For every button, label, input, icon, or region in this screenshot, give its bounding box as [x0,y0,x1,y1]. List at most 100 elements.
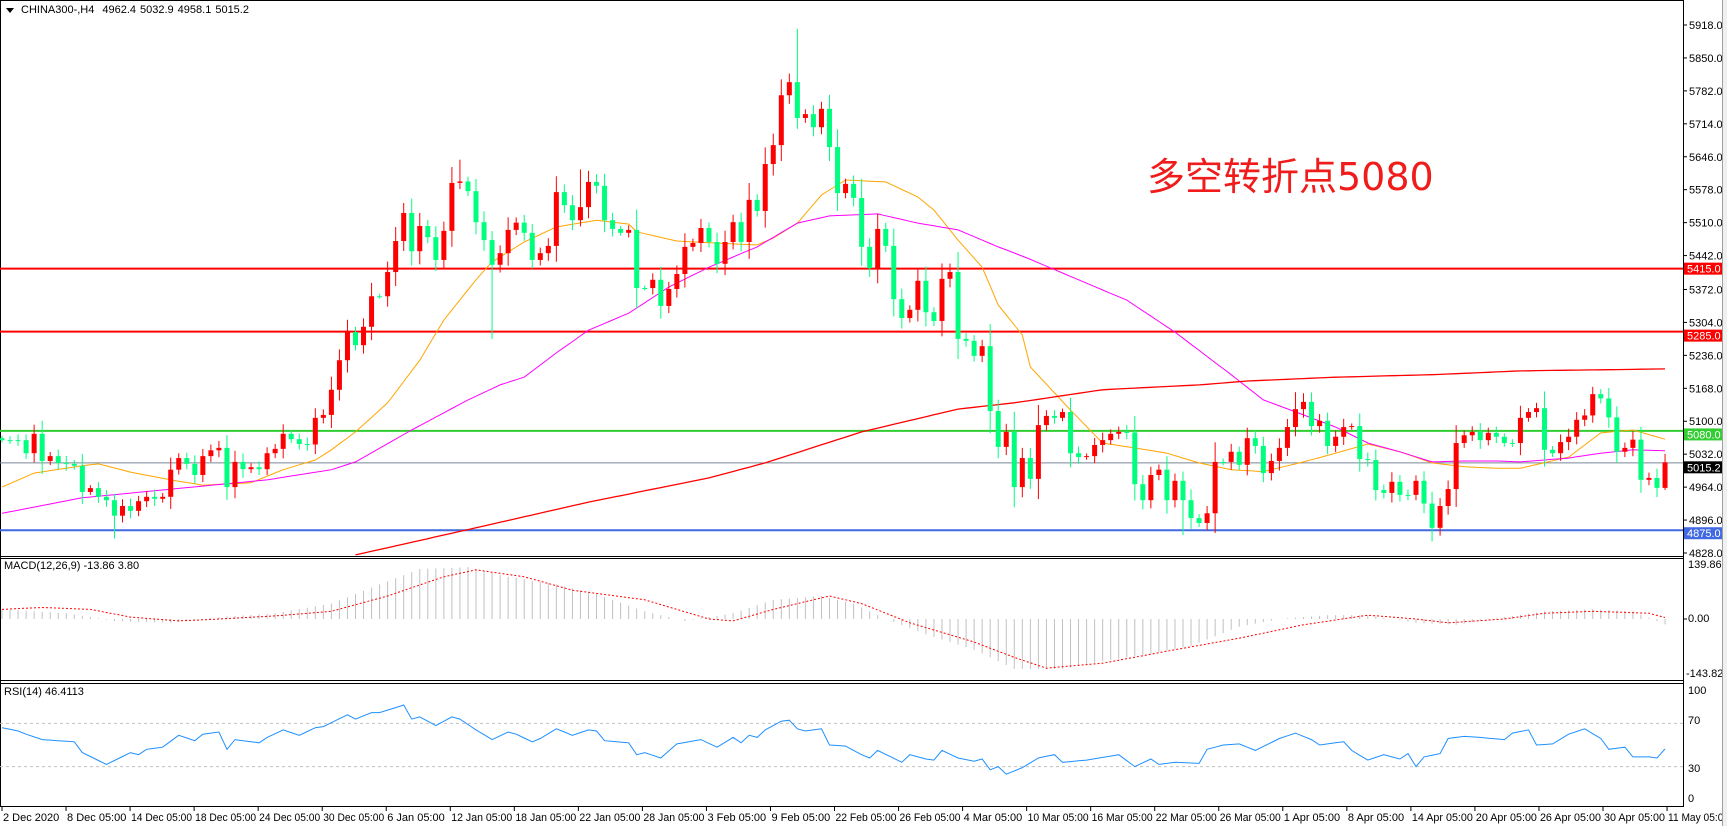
candle-body[interactable] [915,280,921,310]
candle-body[interactable] [698,227,704,243]
candle-body[interactable] [465,181,471,192]
candle-body[interactable] [1493,432,1499,437]
candle-body[interactable] [810,114,816,128]
candle-body[interactable] [1598,394,1604,399]
candle-body[interactable] [1558,442,1564,454]
candle-body[interactable] [1357,426,1363,460]
candle-body[interactable] [417,226,423,252]
candle-body[interactable] [1212,461,1218,514]
candle-body[interactable] [818,108,824,128]
candle-body[interactable] [939,278,945,321]
candle-body[interactable] [1003,431,1009,447]
candle-body[interactable] [923,280,929,313]
candle-body[interactable] [240,461,246,470]
candle-body[interactable] [754,199,760,212]
candle-body[interactable] [288,433,294,440]
window-edge-scrollbar[interactable] [1722,0,1727,826]
candle-body[interactable] [71,463,77,466]
candle-body[interactable] [1477,431,1483,441]
candle-body[interactable] [585,181,591,208]
candle-body[interactable] [369,296,375,327]
candle-body[interactable] [907,309,913,319]
candle-body[interactable] [1413,480,1419,495]
candle-body[interactable] [55,456,61,463]
candle-body[interactable] [1132,432,1138,485]
candle-body[interactable] [650,279,656,289]
candle-body[interactable] [1068,412,1074,454]
candle-body[interactable] [513,222,519,230]
candle-body[interactable] [320,414,326,418]
candle-body[interactable] [971,340,977,356]
candle-body[interactable] [0,438,5,441]
candle-body[interactable] [79,465,85,492]
candle-body[interactable] [1196,518,1202,523]
candle-body[interactable] [216,447,222,451]
candle-body[interactable] [111,500,117,516]
candle-body[interactable] [1076,453,1082,458]
candle-body[interactable] [1333,436,1339,446]
candle-body[interactable] [1509,443,1515,445]
candle-body[interactable] [851,183,857,198]
candle-body[interactable] [457,181,463,183]
candle-body[interactable] [1566,436,1572,443]
candle-body[interactable] [1397,481,1403,495]
candle-body[interactable] [160,496,166,499]
candle-body[interactable] [843,183,849,194]
candle-body[interactable] [1622,447,1628,452]
candle-body[interactable] [1059,412,1065,418]
candle-body[interactable] [1453,443,1459,490]
candle-body[interactable] [120,506,126,516]
candle-body[interactable] [1292,409,1298,428]
candle-body[interactable] [553,192,559,246]
candle-body[interactable] [1461,435,1467,444]
candle-body[interactable] [1630,439,1636,448]
candle-body[interactable] [1204,513,1210,523]
candle-body[interactable] [610,220,616,229]
candle-body[interactable] [272,448,278,454]
candle-body[interactable] [296,439,302,445]
candle-body[interactable] [1517,417,1523,444]
candle-body[interactable] [192,463,198,476]
candle-body[interactable] [875,228,881,269]
candle-body[interactable] [256,467,262,470]
candle-body[interactable] [1100,440,1106,445]
candle-body[interactable] [1469,431,1475,436]
candle-body[interactable] [859,197,865,247]
candle-body[interactable] [835,147,841,194]
candle-body[interactable] [979,346,985,356]
candle-body[interactable] [1309,401,1315,427]
candle-body[interactable] [1188,500,1194,519]
candle-body[interactable] [690,242,696,247]
candle-body[interactable] [433,237,439,260]
dropdown-triangle-icon[interactable] [6,7,14,13]
candle-body[interactable] [1606,398,1612,418]
candle-body[interactable] [1027,458,1033,479]
candle-body[interactable] [1276,447,1282,461]
candle-body[interactable] [473,191,479,223]
candle-body[interactable] [867,246,873,269]
candle-body[interactable] [103,496,109,501]
candle-body[interactable] [63,462,69,464]
candle-body[interactable] [31,433,37,454]
candle-body[interactable] [1654,477,1660,488]
candle-body[interactable] [706,227,712,243]
candle-body[interactable] [794,82,800,119]
candle-body[interactable] [409,212,415,252]
candle-body[interactable] [336,360,342,390]
candle-body[interactable] [224,447,230,488]
candle-body[interactable] [722,242,728,264]
candle-body[interactable] [1252,438,1258,446]
candle-body[interactable] [947,272,953,279]
candle-body[interactable] [481,222,487,241]
candle-body[interactable] [642,288,648,290]
candle-body[interactable] [1485,432,1491,441]
candle-body[interactable] [521,222,527,233]
candle-body[interactable] [208,450,214,457]
candle-body[interactable] [15,440,21,442]
candle-body[interactable] [344,332,350,361]
candle-body[interactable] [1051,415,1057,418]
candle-body[interactable] [1317,420,1323,427]
candle-body[interactable] [786,82,792,96]
candle-body[interactable] [1525,412,1531,418]
candle-body[interactable] [393,241,399,273]
